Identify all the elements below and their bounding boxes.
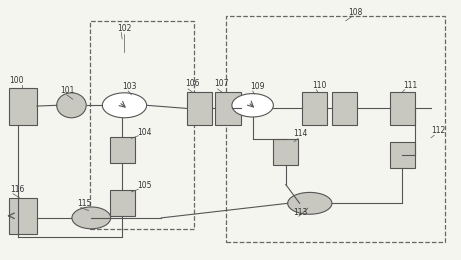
Ellipse shape [57, 93, 86, 118]
Text: 110: 110 [313, 81, 327, 90]
FancyBboxPatch shape [215, 92, 241, 125]
FancyBboxPatch shape [110, 190, 135, 216]
Text: 116: 116 [10, 185, 24, 194]
FancyBboxPatch shape [390, 142, 415, 168]
Circle shape [102, 93, 147, 118]
Text: 111: 111 [403, 81, 418, 90]
FancyBboxPatch shape [9, 198, 37, 234]
Text: 100: 100 [9, 75, 24, 84]
Text: 113: 113 [293, 208, 307, 217]
Text: 114: 114 [293, 129, 307, 138]
Ellipse shape [288, 192, 332, 214]
FancyBboxPatch shape [110, 136, 135, 162]
FancyBboxPatch shape [332, 92, 357, 125]
FancyBboxPatch shape [187, 92, 212, 125]
Text: 107: 107 [214, 79, 229, 88]
Text: 108: 108 [348, 8, 362, 17]
Text: 102: 102 [118, 23, 132, 32]
Text: 106: 106 [185, 79, 200, 88]
Text: 103: 103 [122, 82, 136, 91]
Text: 112: 112 [431, 126, 445, 135]
FancyBboxPatch shape [302, 92, 327, 125]
Text: 115: 115 [77, 199, 92, 208]
FancyBboxPatch shape [9, 88, 37, 125]
FancyBboxPatch shape [273, 139, 298, 165]
Text: 104: 104 [137, 127, 152, 136]
Text: 109: 109 [250, 82, 264, 91]
Circle shape [232, 94, 273, 117]
Text: 105: 105 [137, 181, 152, 190]
Ellipse shape [72, 207, 111, 229]
Text: 101: 101 [60, 86, 74, 95]
FancyBboxPatch shape [390, 92, 415, 125]
